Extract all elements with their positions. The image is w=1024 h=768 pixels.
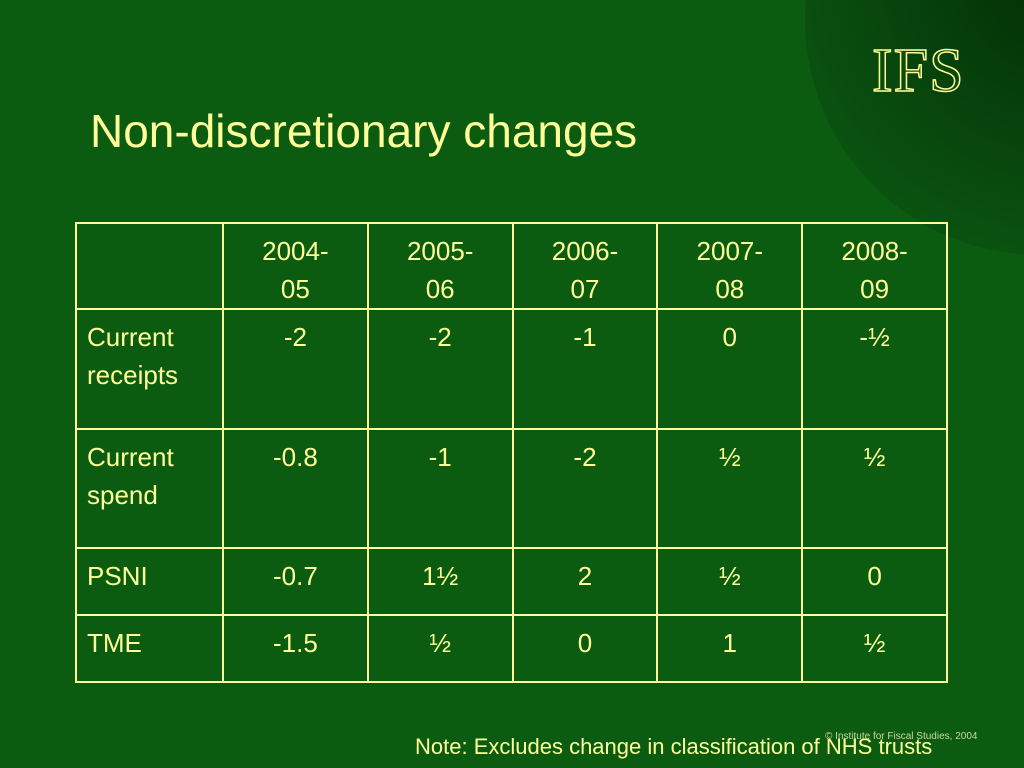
value-cell: 1 [656,614,804,683]
value-cell: ½ [366,614,514,683]
value-cell: -1 [511,308,659,430]
corner-shape [805,0,1024,255]
table-row: PSNI -0.7 1½ 2 ½ 0 [75,547,948,617]
value-cell: ½ [656,427,804,550]
value-cell: -0.7 [222,547,369,617]
copyright: © Institute for Fiscal Studies, 2004 [825,731,978,742]
header-text: 2006-07 [551,236,619,304]
value-cell: 0 [511,614,659,683]
row-label: Current receipts [75,308,224,430]
logo: IFS [871,36,965,106]
value-cell: -0.8 [222,427,369,550]
table-row: TME -1.5 ½ 0 1 ½ [75,614,948,683]
table-body: Current receipts -2 -2 -1 0 -½ Current spend -0… [75,308,948,683]
value-cell: -2 [511,427,659,550]
value-cell: 1½ [366,547,514,617]
row-label: Current spend [75,427,224,550]
value-cell: -2 [366,308,514,430]
header-cell: 2005-06 [366,222,514,310]
header-cell: 2008-09 [801,222,948,310]
note: Note: Excludes change in classification … [415,734,933,759]
value-cell: ½ [656,547,804,617]
header-text: 2008-09 [841,236,908,304]
value-cell: 2 [511,547,659,617]
row-label: TME [75,614,224,683]
header-text: 2004-05 [262,236,329,304]
table-row: Current spend -0.8 -1 -2 ½ ½ [75,427,948,550]
data-table: 2004-05 2005-06 2006-07 2007-08 2008-09 Curr… [75,222,948,683]
header-row: 2004-05 2005-06 2006-07 2007-08 2008-09 [75,222,948,310]
header-cell: 2004-05 [222,222,369,310]
value-cell: -½ [801,308,948,430]
header-text: 2007-08 [696,236,764,304]
header-cell: 2007-08 [656,222,804,310]
value-cell: -2 [222,308,369,430]
value-cell: 0 [801,547,948,617]
table-row: Current receipts -2 -2 -1 0 -½ [75,308,948,430]
value-cell: -1.5 [222,614,369,683]
slide-title: Non-discretionary changes [90,105,638,157]
header-cell: 2006-07 [511,222,659,310]
header-text: 2005-06 [406,236,474,304]
corner-cell [75,222,224,310]
value-cell: ½ [801,427,948,550]
row-label: PSNI [75,547,224,617]
value-cell: 0 [656,308,804,430]
value-cell: -1 [366,427,514,550]
value-cell: ½ [801,614,948,683]
